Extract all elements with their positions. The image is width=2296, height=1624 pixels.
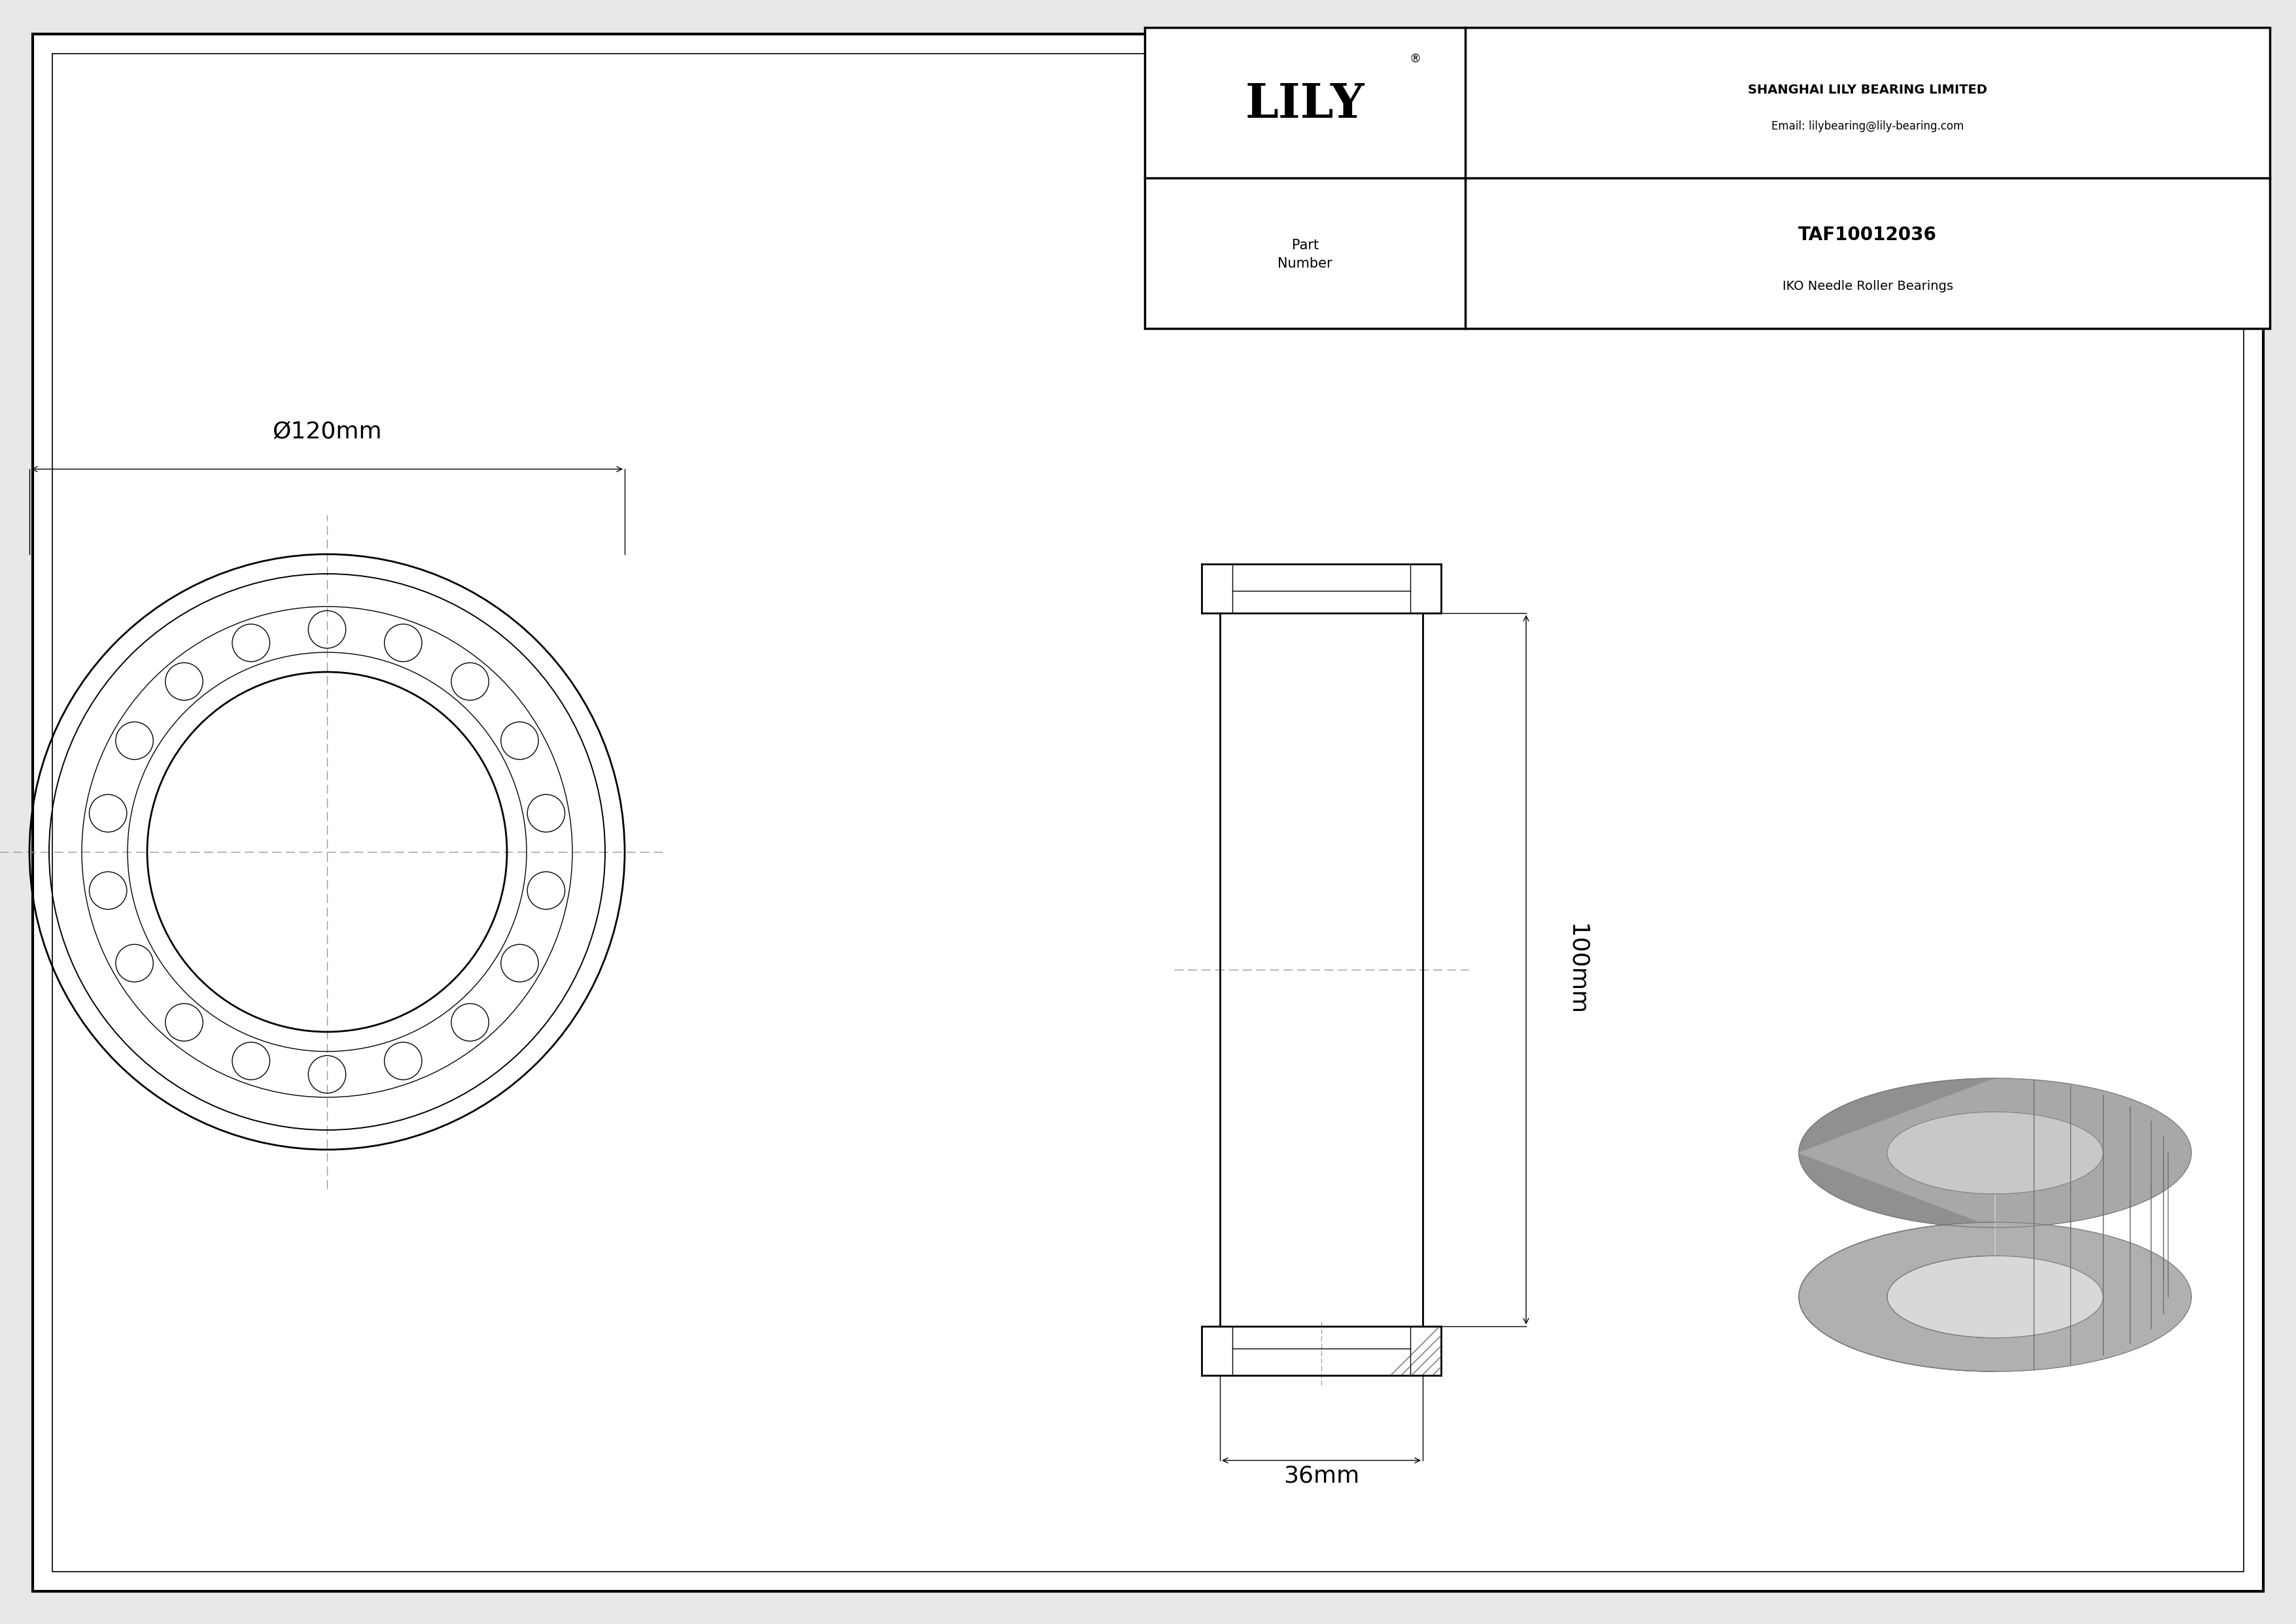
Polygon shape: [1798, 1078, 2190, 1228]
Text: SHANGHAI LILY BEARING LIMITED: SHANGHAI LILY BEARING LIMITED: [1747, 84, 1988, 96]
Text: 100mm: 100mm: [1566, 924, 1587, 1015]
Polygon shape: [1887, 1112, 2103, 1194]
Polygon shape: [1887, 1112, 1995, 1338]
Text: Email: lilybearing@lily-bearing.com: Email: lilybearing@lily-bearing.com: [1773, 120, 1963, 132]
Text: Part
Number: Part Number: [1277, 239, 1332, 271]
Ellipse shape: [1887, 1255, 2103, 1338]
Text: Ø120mm: Ø120mm: [273, 421, 381, 443]
Text: TAF10012036: TAF10012036: [1798, 226, 1938, 244]
Text: LILY: LILY: [1244, 81, 1364, 127]
Text: ®: ®: [1410, 52, 1421, 65]
Polygon shape: [1798, 1223, 2190, 1371]
Polygon shape: [1798, 1078, 1995, 1371]
Bar: [1146, 28, 2271, 328]
Text: 36mm: 36mm: [1283, 1465, 1359, 1486]
Text: IKO Needle Roller Bearings: IKO Needle Roller Bearings: [1782, 279, 1954, 292]
